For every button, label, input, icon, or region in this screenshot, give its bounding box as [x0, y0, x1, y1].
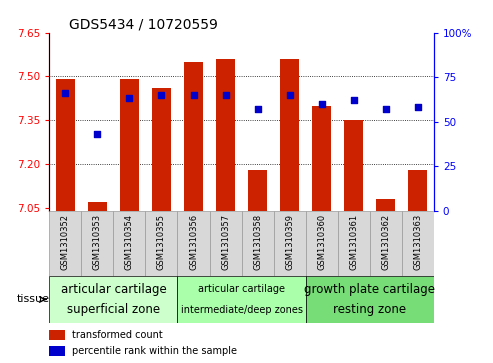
Bar [177, 276, 306, 323]
Text: intermediate/deep zones: intermediate/deep zones [180, 305, 303, 315]
Bar [338, 211, 370, 276]
Point [382, 106, 389, 112]
Bar [306, 276, 434, 323]
Bar [184, 62, 203, 211]
Bar [274, 211, 306, 276]
Bar [402, 211, 434, 276]
Point [221, 92, 229, 98]
Bar [120, 79, 139, 211]
Text: percentile rank within the sample: percentile rank within the sample [72, 346, 237, 356]
Bar [49, 330, 65, 340]
Bar [88, 202, 107, 211]
Point [61, 90, 69, 96]
Bar [177, 211, 210, 276]
Text: GSM1310357: GSM1310357 [221, 214, 230, 270]
Bar [113, 211, 145, 276]
Bar [56, 79, 75, 211]
Text: articular cartilage: articular cartilage [61, 282, 166, 295]
Bar [81, 211, 113, 276]
Text: GSM1310353: GSM1310353 [93, 214, 102, 270]
Text: GDS5434 / 10720559: GDS5434 / 10720559 [69, 17, 217, 32]
Text: GSM1310356: GSM1310356 [189, 214, 198, 270]
Point [125, 95, 133, 101]
Bar [370, 211, 402, 276]
Bar [280, 59, 299, 211]
Text: GSM1310363: GSM1310363 [413, 214, 423, 270]
Bar [344, 120, 363, 211]
Text: GSM1310361: GSM1310361 [349, 214, 358, 270]
Point [94, 131, 102, 137]
Point [253, 106, 261, 112]
Point [189, 92, 197, 98]
Text: resting zone: resting zone [333, 303, 406, 317]
Text: GSM1310359: GSM1310359 [285, 214, 294, 270]
Bar [216, 59, 235, 211]
Bar [49, 211, 81, 276]
Bar [49, 346, 65, 356]
Text: articular cartilage: articular cartilage [198, 284, 285, 294]
Point [414, 105, 422, 110]
Text: GSM1310360: GSM1310360 [317, 214, 326, 270]
Bar [152, 88, 171, 211]
Text: GSM1310362: GSM1310362 [381, 214, 390, 270]
Bar [49, 276, 177, 323]
Text: tissue: tissue [16, 294, 49, 305]
Bar [145, 211, 177, 276]
Text: GSM1310358: GSM1310358 [253, 214, 262, 270]
Text: GSM1310355: GSM1310355 [157, 214, 166, 270]
Bar [248, 170, 267, 211]
Bar [210, 211, 242, 276]
Text: superficial zone: superficial zone [67, 303, 160, 317]
Point [350, 97, 357, 103]
Bar [242, 211, 274, 276]
Text: growth plate cartilage: growth plate cartilage [304, 282, 435, 295]
Bar [306, 211, 338, 276]
Text: GSM1310352: GSM1310352 [61, 214, 70, 270]
Point [317, 101, 325, 107]
Bar [408, 170, 427, 211]
Bar [312, 106, 331, 211]
Text: transformed count: transformed count [72, 330, 163, 340]
Bar [376, 199, 395, 211]
Point [286, 92, 294, 98]
Text: GSM1310354: GSM1310354 [125, 214, 134, 270]
Point [157, 92, 165, 98]
